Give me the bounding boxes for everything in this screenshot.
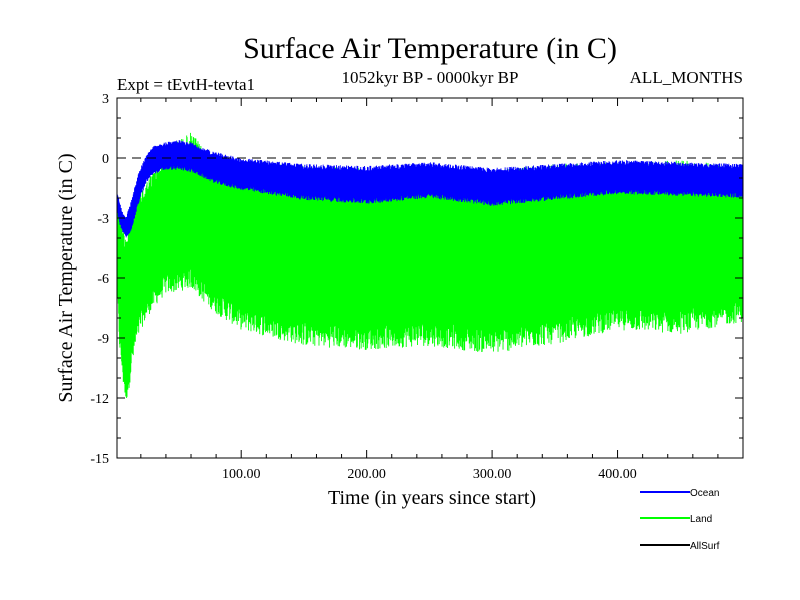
x-tick-label: 100.00 — [222, 467, 261, 482]
x-axis-label: Time (in years since start) — [328, 487, 536, 509]
y-tick-label: 0 — [102, 152, 109, 167]
y-tick-label: -15 — [90, 452, 109, 467]
legend-label: Ocean — [690, 488, 719, 499]
legend-item-ocean: Ocean — [640, 488, 719, 499]
chart-title: Surface Air Temperature (in C) — [243, 32, 617, 65]
y-tick-label: 3 — [102, 92, 109, 107]
experiment-label: Expt = tEvtH-tevta1 — [117, 75, 255, 94]
y-tick-label: -6 — [97, 272, 109, 287]
legend: Ocean Land AllSurf — [640, 488, 720, 552]
legend-item-land: Land — [640, 514, 712, 525]
y-tick-label: -3 — [97, 212, 109, 227]
period-label: 1052kyr BP - 0000kyr BP — [342, 68, 519, 87]
x-tick-label: 300.00 — [473, 467, 512, 482]
plot-area — [116, 132, 744, 399]
months-label: ALL_MONTHS — [630, 68, 743, 87]
y-axis-label: Surface Air Temperature (in C) — [55, 153, 77, 402]
y-tick-label: -9 — [97, 332, 109, 347]
legend-item-allsurf: AllSurf — [640, 541, 720, 552]
x-tick-label: 400.00 — [598, 467, 637, 482]
y-tick-label: -12 — [90, 392, 109, 407]
x-tick-label: 200.00 — [347, 467, 386, 482]
legend-label: Land — [690, 514, 712, 525]
axes: 3 0 -3 -6 -9 -12 -15 100.00 200.00 300.00 400.00 — [90, 92, 744, 482]
legend-label: AllSurf — [690, 541, 720, 552]
